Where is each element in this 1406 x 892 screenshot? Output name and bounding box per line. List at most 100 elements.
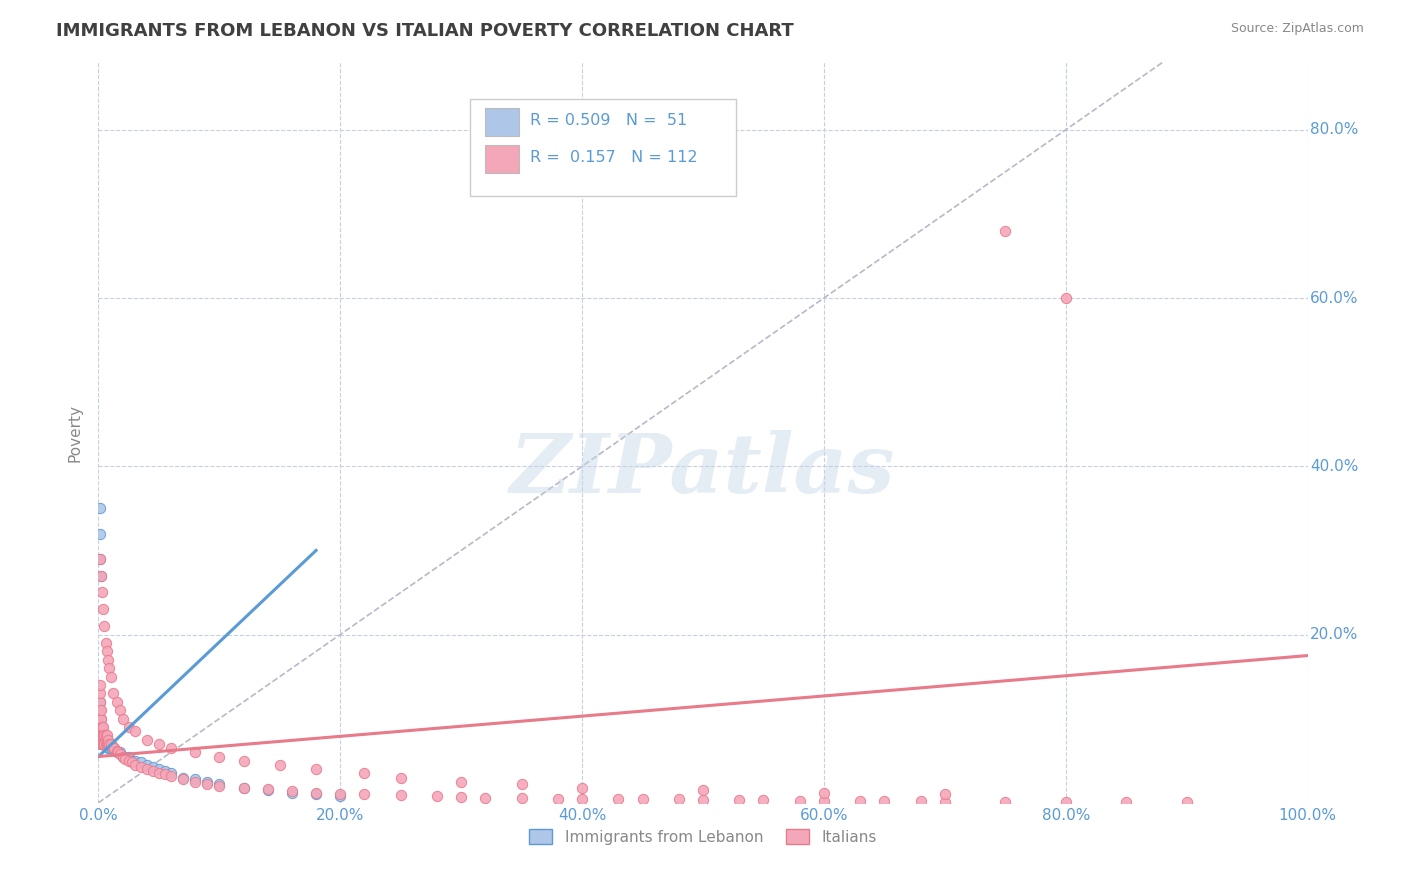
Point (1175, 795, 1198, 809)
Point (631, 792, 654, 806)
Point (142, 764, 165, 778)
Point (118, 720, 141, 734)
Point (89, 695, 111, 709)
Text: IMMIGRANTS FROM LEBANON VS ITALIAN POVERTY CORRELATION CHART: IMMIGRANTS FROM LEBANON VS ITALIAN POVER… (56, 22, 794, 40)
Point (910, 794, 932, 808)
Point (89, 703, 111, 717)
Point (849, 794, 872, 808)
Point (103, 741, 125, 756)
Point (135, 758, 157, 772)
Point (108, 745, 131, 759)
Point (994, 224, 1017, 238)
Point (89, 526, 111, 541)
Y-axis label: Poverty: Poverty (67, 403, 83, 462)
Point (94, 636, 117, 650)
Point (129, 756, 152, 770)
Point (118, 749, 141, 764)
Point (89, 729, 111, 743)
Point (153, 767, 176, 781)
Point (93, 729, 115, 743)
Point (91, 729, 114, 743)
Point (90, 568, 112, 582)
Point (89, 720, 111, 734)
Point (91, 737, 114, 751)
Text: Source: ZipAtlas.com: Source: ZipAtlas.com (1230, 22, 1364, 36)
Point (1054, 795, 1077, 809)
Point (97, 653, 120, 667)
Point (142, 760, 165, 774)
Point (89, 551, 111, 566)
Point (135, 732, 157, 747)
Point (90, 712, 112, 726)
Point (93, 729, 115, 743)
Point (101, 741, 124, 756)
Point (114, 752, 136, 766)
Text: R =  0.157   N = 112: R = 0.157 N = 112 (530, 150, 697, 165)
Point (389, 789, 412, 803)
Point (89, 501, 111, 516)
Point (124, 724, 146, 739)
Point (934, 795, 956, 809)
Point (91, 729, 114, 743)
Point (160, 769, 183, 783)
Text: 80.0%: 80.0% (1310, 122, 1358, 137)
Point (89, 729, 111, 743)
Point (111, 712, 134, 726)
Point (547, 791, 569, 805)
Point (450, 774, 472, 789)
Point (184, 745, 207, 759)
Point (91, 737, 114, 751)
Text: 40.0%: 40.0% (1310, 458, 1358, 474)
Point (98, 661, 121, 675)
Point (426, 789, 449, 803)
Point (103, 741, 125, 756)
Point (98, 737, 121, 751)
Point (160, 766, 183, 780)
Point (474, 790, 496, 805)
Point (96, 737, 118, 751)
Point (353, 788, 375, 802)
FancyBboxPatch shape (485, 108, 519, 136)
Point (108, 703, 131, 717)
Point (100, 737, 122, 751)
Point (256, 782, 278, 797)
Point (96, 729, 118, 743)
Point (789, 794, 811, 808)
Point (91, 729, 114, 743)
Point (208, 749, 231, 764)
Point (208, 777, 231, 791)
Point (100, 737, 122, 751)
FancyBboxPatch shape (470, 99, 735, 195)
Point (1054, 291, 1077, 305)
Point (89, 695, 111, 709)
Point (510, 777, 533, 791)
Point (208, 779, 231, 793)
Point (172, 771, 194, 785)
Point (107, 745, 129, 759)
Point (91, 729, 114, 743)
Text: 60.0%: 60.0% (1310, 291, 1358, 305)
Point (111, 749, 134, 764)
Point (91, 720, 114, 734)
Point (571, 791, 593, 805)
Point (195, 777, 218, 791)
Point (305, 786, 328, 800)
Point (90, 703, 112, 717)
Point (90, 720, 112, 734)
Point (510, 790, 533, 805)
Point (256, 783, 278, 797)
Point (172, 772, 194, 787)
Point (305, 788, 328, 802)
Point (90, 737, 112, 751)
Point (121, 754, 143, 768)
Point (101, 686, 124, 700)
Text: R = 0.509   N =  51: R = 0.509 N = 51 (530, 112, 688, 128)
Point (96, 737, 118, 751)
Point (752, 793, 775, 807)
Point (100, 670, 122, 684)
Point (232, 780, 254, 795)
Point (692, 793, 714, 807)
FancyBboxPatch shape (485, 145, 519, 173)
Point (93, 737, 115, 751)
Point (108, 747, 131, 761)
